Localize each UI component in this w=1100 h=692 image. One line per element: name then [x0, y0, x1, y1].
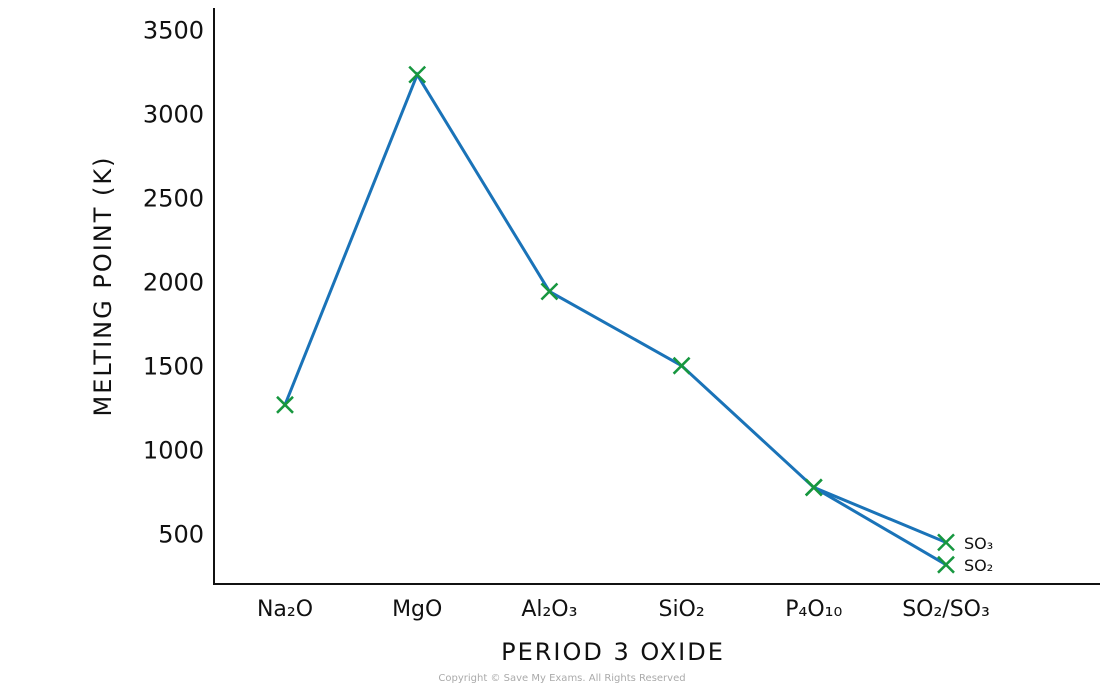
y-tick-label: 2000	[143, 268, 204, 296]
marker	[408, 65, 427, 84]
y-tick-label: 3000	[143, 100, 204, 128]
y-tick-label: 1500	[143, 352, 204, 380]
x-tick-label: P₄O₁₀	[785, 597, 842, 622]
marker	[937, 555, 955, 574]
x-tick-label: SiO₂	[658, 597, 704, 622]
line	[283, 71, 947, 544]
x-axis-label: PERIOD 3 OXIDE	[501, 638, 725, 666]
x-tick-label: MgO	[392, 597, 442, 622]
marker	[540, 282, 559, 301]
copyright: Copyright © Save My Exams. All Rights Re…	[438, 673, 685, 684]
y-tick-label: 3500	[143, 17, 204, 45]
line	[813, 486, 947, 566]
marker	[804, 478, 823, 497]
x-tick-label: SO₂/SO₃	[902, 597, 990, 622]
marker	[672, 356, 691, 375]
end-label: SO₃	[964, 534, 993, 553]
marker	[937, 533, 955, 552]
y-tick-label: 500	[158, 520, 204, 548]
end-label: SO₂	[964, 556, 993, 575]
y-tick-label: 1000	[143, 436, 204, 464]
y-tick-label: 2500	[143, 184, 204, 212]
y-axis-label: MELTING POINT (K)	[89, 155, 117, 416]
x-tick-label: Na₂O	[257, 597, 313, 622]
marker	[276, 395, 294, 414]
x-tick-label: Al₂O₃	[521, 597, 577, 622]
